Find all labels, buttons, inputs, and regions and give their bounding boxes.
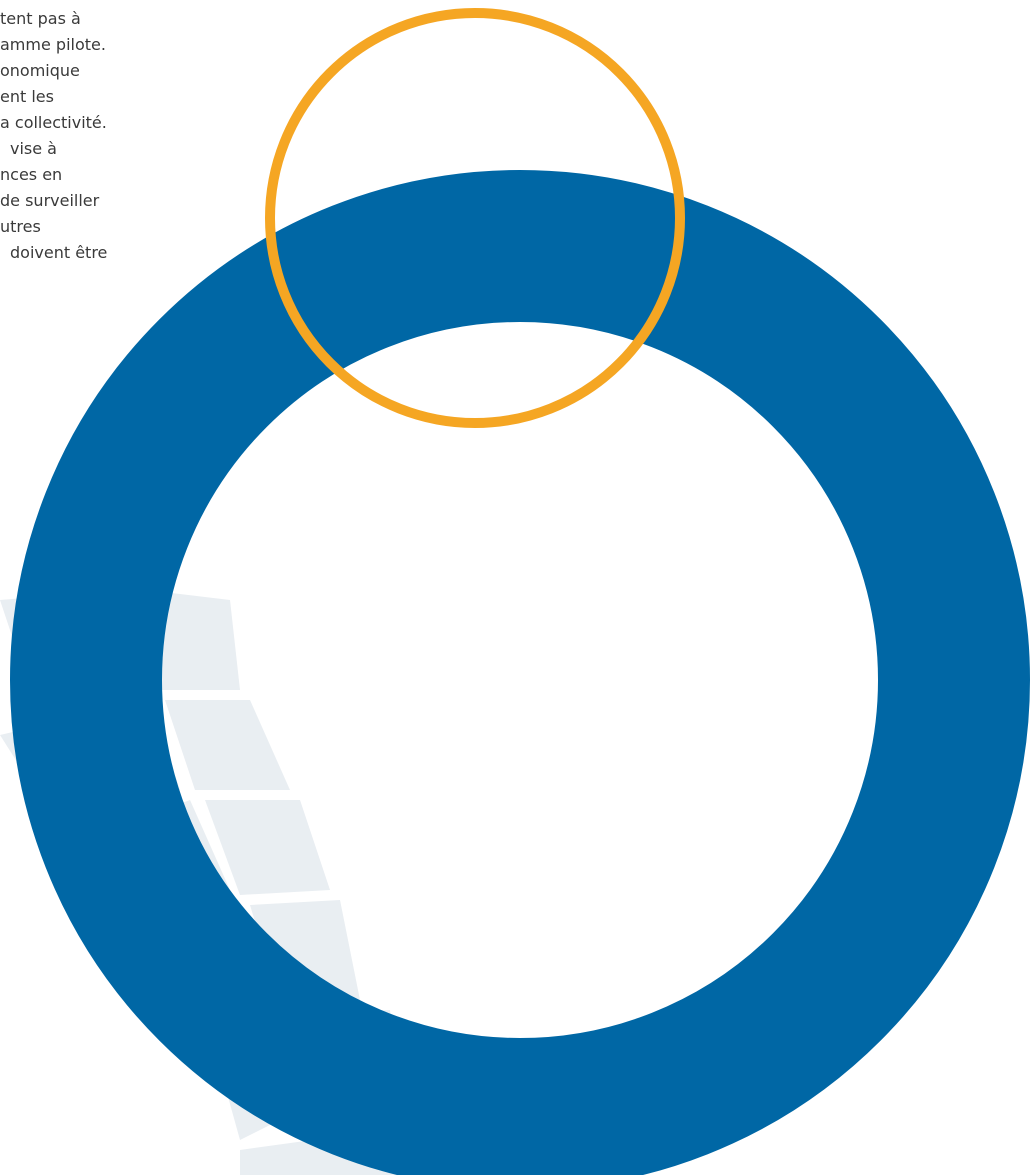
text-line: vise à xyxy=(10,139,57,158)
text-line: utres xyxy=(0,217,41,236)
text-line: amme pilote. xyxy=(0,35,106,54)
text-line: de surveiller xyxy=(0,191,100,210)
text-line: tent pas à xyxy=(0,9,81,28)
text-line: ent les xyxy=(0,87,54,106)
orange-ring xyxy=(265,8,685,428)
text-line: a collectivité. xyxy=(0,113,107,132)
text-line: nces en xyxy=(0,165,63,184)
text-line: onomique xyxy=(0,61,80,80)
body-text: tent pas à amme pilote. onomique ent les… xyxy=(0,6,107,266)
text-line: doivent être xyxy=(10,243,108,262)
blue-ring xyxy=(10,170,1030,1175)
